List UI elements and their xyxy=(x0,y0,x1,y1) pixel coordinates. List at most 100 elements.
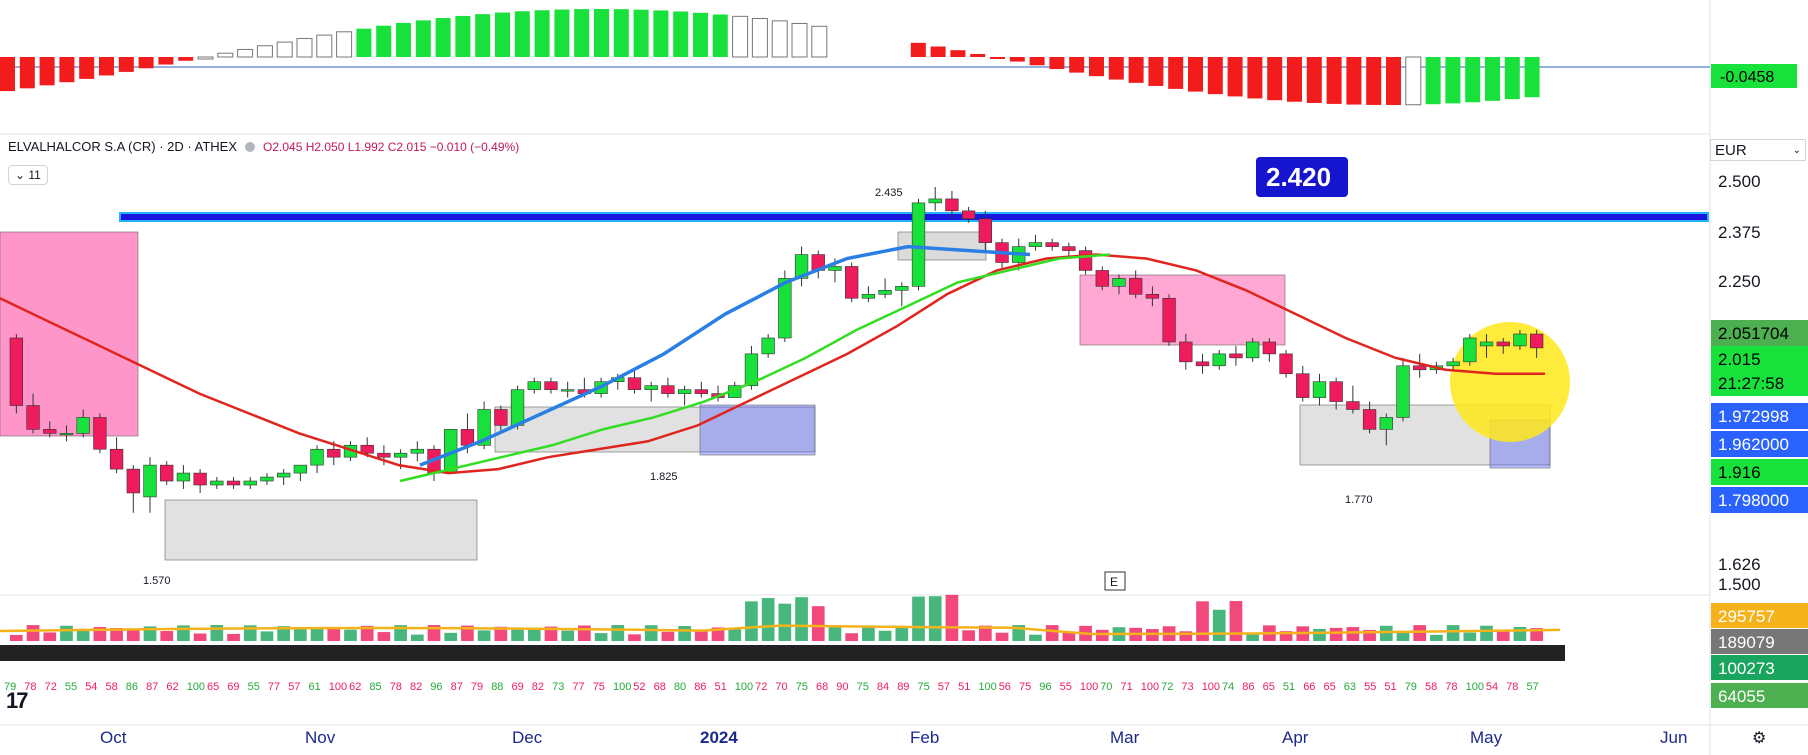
volume-bar xyxy=(1329,627,1343,641)
oscillator-bar xyxy=(495,12,510,57)
sentiment-value: 73 xyxy=(552,681,564,693)
symbol-title[interactable]: ELVALHALCOR S.A (CR) · 2D · ATHEX xyxy=(8,139,237,154)
sentiment-value: 100 xyxy=(1080,681,1098,693)
oscillator-bar xyxy=(455,15,471,57)
oscillator-bar xyxy=(673,11,689,58)
sentiment-value: 52 xyxy=(633,681,645,693)
oscillator-bar xyxy=(1346,57,1362,105)
zone-box-gray xyxy=(494,406,816,453)
oscillator-bar xyxy=(1306,57,1322,103)
volume-bar xyxy=(928,596,942,641)
sentiment-value: 85 xyxy=(369,681,381,693)
symbol-header: ELVALHALCOR S.A (CR) · 2D · ATHEX O2.045… xyxy=(8,139,519,154)
oscillator-bar xyxy=(415,20,431,57)
candle-body xyxy=(293,464,308,474)
annotation-2420: 2.420 xyxy=(1266,162,1331,192)
candle-body xyxy=(210,480,224,486)
candle-body xyxy=(1513,333,1527,347)
price-label-badge xyxy=(1711,370,1808,396)
sentiment-value: 72 xyxy=(45,681,57,693)
sentiment-value: 86 xyxy=(126,681,138,693)
candle-body xyxy=(160,464,174,482)
time-axis-label: Jun xyxy=(1660,728,1687,747)
sentiment-value: 69 xyxy=(512,681,524,693)
oscillator-bar xyxy=(1108,57,1124,80)
earnings-marker xyxy=(1104,571,1126,591)
oscillator-bar xyxy=(970,53,986,57)
volume-bar xyxy=(527,628,541,641)
visibility-icon[interactable] xyxy=(245,141,255,152)
candle-body xyxy=(677,389,692,394)
volume-bar xyxy=(511,628,524,641)
zone-box-pink xyxy=(1079,274,1286,346)
volume-bar xyxy=(611,625,625,641)
candle-body xyxy=(1479,341,1494,347)
candle-body xyxy=(1062,246,1076,251)
ohlc-values: O2.045 H2.050 L1.992 C2.015 −0.010 (−0.4… xyxy=(263,139,520,154)
volume-label: 64055 xyxy=(1718,687,1765,706)
oscillator-bar xyxy=(1069,57,1085,73)
volume-bar xyxy=(678,626,691,641)
sentiment-value: 100 xyxy=(329,681,347,693)
candle-body xyxy=(327,448,341,458)
zone-box-gray xyxy=(164,499,478,561)
indicators-toggle-button[interactable]: ⌄ 11 xyxy=(8,165,48,185)
oscillator-bar xyxy=(138,57,154,69)
oscillator-value-label: -0.0458 xyxy=(1720,69,1774,86)
candle-body xyxy=(26,405,40,430)
volume-bar xyxy=(360,625,374,641)
oscillator-bar xyxy=(594,9,609,58)
volume-bar xyxy=(778,603,792,641)
oscillator-bar xyxy=(356,28,372,57)
volume-bar xyxy=(1196,601,1209,641)
candle-body xyxy=(1413,365,1427,371)
oscillator-bar xyxy=(1049,57,1065,70)
candle-body xyxy=(1279,353,1293,375)
price-label-badge xyxy=(1711,459,1808,485)
candle-body xyxy=(460,429,475,446)
oscillator-bar xyxy=(396,22,411,57)
volume-bar xyxy=(377,632,391,641)
volume-bar xyxy=(895,626,909,641)
sentiment-value: 54 xyxy=(1486,681,1498,693)
oscillator-bar xyxy=(653,10,669,57)
volume-bar xyxy=(728,627,742,641)
candle-body xyxy=(310,448,324,466)
oscillator-bar xyxy=(475,14,491,58)
candle-body xyxy=(1045,242,1059,247)
volume-bar xyxy=(912,596,925,641)
sentiment-value: 87 xyxy=(146,681,158,693)
candle-body xyxy=(861,293,876,299)
volume-bar xyxy=(1095,629,1109,641)
sentiment-value: 100 xyxy=(1202,681,1220,693)
sentiment-value: 77 xyxy=(572,681,584,693)
sentiment-value: 72 xyxy=(755,681,767,693)
earnings-e-icon: E xyxy=(1110,575,1118,589)
oscillator-bar xyxy=(1029,57,1045,66)
gear-icon[interactable]: ⚙ xyxy=(1752,730,1767,747)
volume-bar xyxy=(344,629,357,641)
oscillator-bar xyxy=(633,9,649,57)
sentiment-value: 88 xyxy=(491,681,503,693)
sentiment-value: 66 xyxy=(1303,681,1315,693)
oscillator-bar xyxy=(435,18,451,58)
oscillator-bar xyxy=(891,39,906,57)
candle-body xyxy=(544,381,558,390)
oscillator-bar xyxy=(693,12,708,57)
sentiment-value: 51 xyxy=(1283,681,1295,693)
sentiment-value: 78 xyxy=(1506,681,1518,693)
volume-bar xyxy=(277,626,291,641)
volume-label-badge xyxy=(1711,655,1808,680)
oscillator-bar xyxy=(336,31,353,58)
currency-select[interactable]: EUR ⌄ xyxy=(1710,139,1806,161)
price-tick-label: 2.500 xyxy=(1718,172,1761,191)
sentiment-value: 90 xyxy=(836,681,848,693)
sentiment-value: 70 xyxy=(775,681,787,693)
volume-bar xyxy=(1513,626,1527,641)
volume-bar xyxy=(1379,625,1393,641)
candle-body xyxy=(59,433,74,436)
sentiment-band xyxy=(0,645,1565,661)
oscillator-bar xyxy=(871,35,887,57)
price-annotation: 1.570 xyxy=(143,575,171,587)
